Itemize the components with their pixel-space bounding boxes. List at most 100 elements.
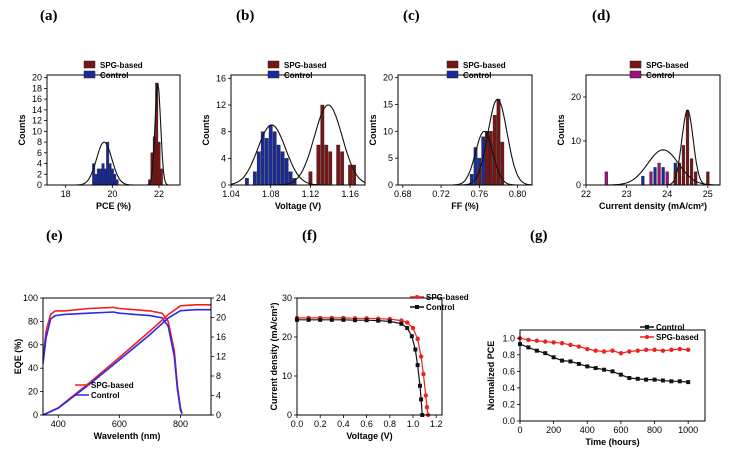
plot-frame-b [230, 74, 366, 186]
y-tick-label-c-1: 5 [388, 153, 393, 163]
point-f-control-1 [306, 317, 311, 322]
legend-label-b-0: SPG-based [284, 61, 327, 70]
bar-d-control-2 [649, 171, 653, 186]
legend-label-g-1: SPG-based [656, 333, 699, 342]
line-e-control [42, 311, 183, 415]
bar-b-control-8 [280, 151, 285, 186]
bar-d-spg-5 [694, 171, 698, 186]
y-tick-label-a-6: 12 [32, 116, 42, 126]
y2-tick-label-e-4: 16 [216, 332, 226, 342]
bar-a-control-4 [101, 163, 105, 186]
y-tick-label-f-0: 0 [287, 410, 292, 420]
y-axis-label-b: Counts [201, 115, 211, 146]
y-tick-label-e-2: 40 [28, 363, 38, 373]
point-f-control-6 [364, 318, 369, 323]
x-tick-label-g-0: 0 [517, 425, 522, 435]
y-tick-label-b-0: 0 [221, 180, 226, 190]
point-g-spg-based-12 [618, 350, 624, 356]
y-tick-label-f-3: 30 [282, 293, 292, 303]
y2-tick-label-e-1: 4 [216, 391, 221, 401]
y-tick-label-b-3: 12 [216, 100, 226, 110]
point-g-control-20 [686, 380, 691, 385]
point-f-spg-based-9 [399, 318, 404, 323]
plot-frame-d [585, 74, 721, 186]
point-g-control-8 [585, 364, 590, 369]
x-tick-label-d-1: 23 [622, 189, 632, 199]
legend-label-g-0: Control [656, 323, 684, 332]
plot-frame-a [46, 74, 181, 186]
x-tick-label-f-6: 1.2 [430, 419, 443, 429]
point-f-control-10 [405, 326, 410, 331]
point-f-control-14 [417, 383, 422, 388]
point-g-spg-based-8 [585, 346, 590, 352]
point-g-control-14 [635, 376, 640, 381]
point-g-spg-based-2 [534, 338, 540, 343]
panel-label-b: (b) [236, 8, 254, 24]
x-tick-label-g-1: 200 [546, 425, 561, 435]
bar-d-control-3 [653, 167, 657, 186]
plot-frame-c [397, 74, 533, 186]
x-tick-label-c-1: 0.72 [432, 189, 450, 199]
y-tick-label-e-0: 0 [33, 410, 38, 420]
bar-d-control-0 [604, 171, 608, 186]
point-f-spg-based-12 [415, 336, 420, 342]
point-g-control-15 [644, 377, 649, 382]
bar-a-control-1 [94, 174, 98, 186]
y2-tick-label-e-6: 24 [216, 293, 226, 303]
y-tick-label-c-2: 10 [383, 126, 393, 136]
point-g-spg-based-16 [652, 347, 657, 353]
y2-tick-label-e-2: 8 [216, 371, 221, 381]
bar-b-spg-6 [340, 151, 345, 186]
panel-label-f: (f) [302, 228, 317, 244]
point-g-spg-based-7 [576, 344, 582, 349]
x-tick-label-f-5: 1.0 [407, 419, 420, 429]
point-g-control-19 [677, 379, 682, 384]
legend-swatch-d-1 [629, 70, 642, 79]
point-g-spg-based-3 [543, 339, 548, 344]
y-axis-label-d: Counts [556, 115, 566, 146]
point-g-control-9 [593, 366, 598, 371]
x-axis-label-d: Current density (mA/cm²) [599, 201, 707, 211]
y-tick-label-b-4: 16 [216, 73, 226, 83]
y-tick-label-g-1: 0.2 [502, 399, 515, 409]
x-tick-label-b-0: 1.04 [222, 189, 240, 199]
y-axis-label-a: Counts [17, 115, 27, 146]
point-g-control-6 [568, 359, 573, 364]
legend-label-b-1: Control [284, 71, 312, 80]
point-f-control-4 [341, 317, 346, 322]
y2-tick-label-e-0: 0 [216, 410, 221, 420]
x-tick-label-a-1: 20 [107, 189, 117, 199]
panel-label-d: (d) [592, 8, 610, 24]
x-axis-label-e: Wavelenth (nm) [94, 431, 161, 441]
y-tick-label-b-1: 4 [221, 153, 226, 163]
x-tick-label-c-2: 0.76 [471, 189, 489, 199]
legend-label-d-1: Control [646, 71, 674, 80]
point-g-spg-based-9 [593, 348, 598, 353]
x-tick-label-g-4: 800 [647, 425, 662, 435]
plot-frame-g [519, 329, 706, 422]
legend-swatch-d-0 [629, 60, 642, 69]
x-axis-label-a: PCE (%) [96, 201, 131, 211]
point-g-spg-based-6 [568, 342, 573, 348]
legend-swatch-b-1 [267, 70, 280, 79]
panel-label-g: (g) [530, 228, 548, 244]
x-tick-label-f-0: 0.0 [291, 419, 304, 429]
bar-a-control-2 [96, 168, 100, 186]
point-f-spg-based-10 [405, 320, 410, 325]
x-tick-label-f-1: 0.2 [314, 419, 327, 429]
y-tick-label-a-1: 2 [37, 169, 42, 179]
y-axis-label-g: Normalized PCE [486, 341, 496, 411]
x-tick-label-d-3: 25 [703, 189, 713, 199]
y-tick-label-a-7: 14 [32, 105, 42, 115]
bar-d-control-4 [657, 162, 661, 186]
y-tick-label-g-2: 0.4 [502, 383, 515, 393]
y-tick-label-d-2: 20 [571, 92, 581, 102]
x-tick-label-c-3: 0.80 [509, 189, 527, 199]
legend-label-a-0: SPG-based [100, 61, 143, 70]
bar-d-control-1 [641, 175, 645, 186]
panel-label-e: (e) [46, 228, 63, 244]
x-tick-label-e-1: 600 [112, 419, 127, 429]
point-g-control-7 [576, 361, 581, 366]
